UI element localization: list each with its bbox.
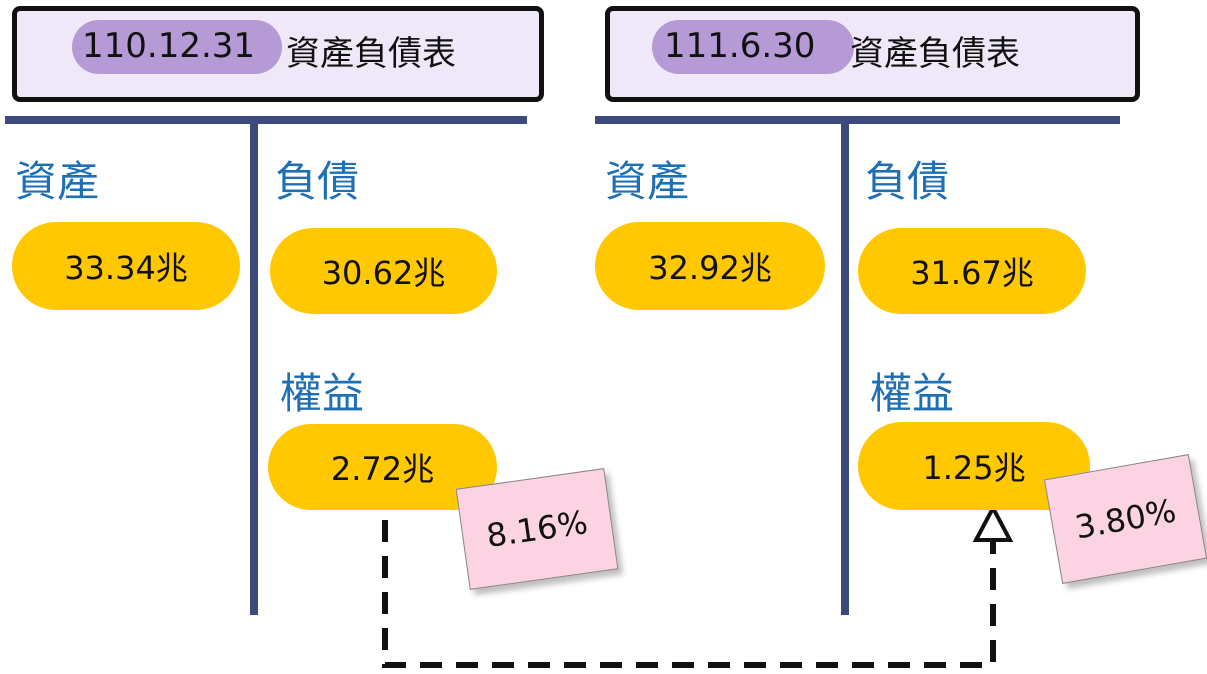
liabilities-label: 負債 [275,148,359,209]
liabilities-label: 負債 [865,148,949,209]
equity-label: 權益 [280,360,364,421]
equity-label: 權益 [870,360,954,421]
assets-label: 資產 [605,148,689,209]
title: 資產負債表 [850,26,1020,75]
date: 110.12.31 [82,26,255,66]
date: 111.6.30 [664,26,815,66]
assets-label: 資產 [15,148,99,209]
slide: 110.12.31 資產負債表 資產 負債 33.34兆 30.62兆 權益 2… [0,0,1207,674]
arrow-head [976,508,1010,540]
liabilities-value: 30.62兆 [270,228,497,314]
ratio-note: 8.16% [456,468,619,590]
liabilities-value: 31.67兆 [858,228,1086,314]
title: 資產負債表 [286,26,456,75]
assets-value: 32.92兆 [595,222,825,310]
assets-value: 33.34兆 [12,222,240,310]
